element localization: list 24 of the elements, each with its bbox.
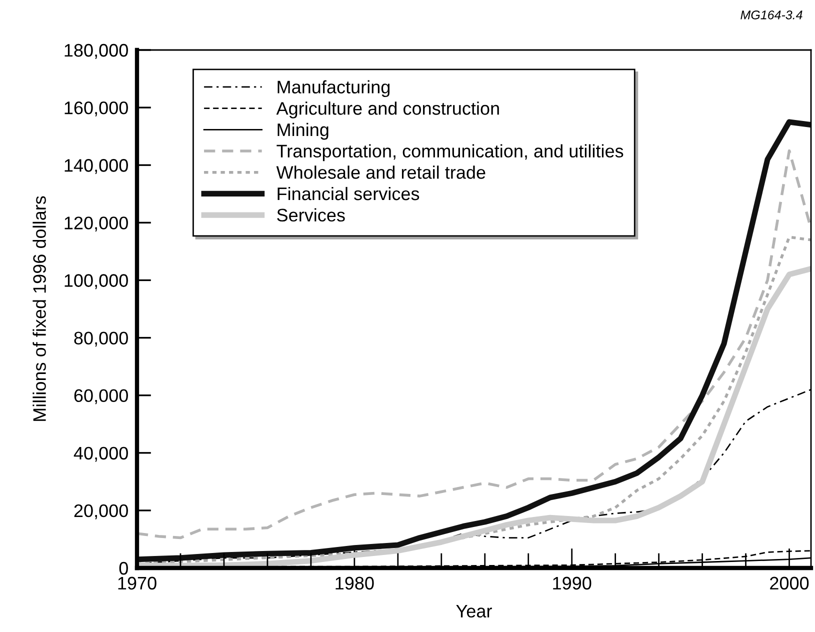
y-tick-label: 120,000 — [64, 216, 128, 232]
x-tick-label: 2000 — [770, 576, 809, 590]
legend-label: Agriculture and construction — [276, 102, 499, 118]
legend-label: Services — [277, 208, 345, 222]
legend-label: Financial services — [278, 186, 420, 200]
x-tick-label: 1990 — [553, 576, 592, 590]
legend-label: Manufacturing — [278, 80, 390, 98]
x-axis-title: Year — [456, 604, 492, 618]
text: MG164-3.4 — [740, 10, 802, 20]
y-tick-label: 100,000 — [64, 274, 128, 290]
y-tick-label: 160,000 — [64, 101, 128, 116]
legend-label: Wholesale and retail trade — [276, 166, 486, 179]
y-tick-label: 140,000 — [64, 159, 128, 174]
legend-label: Mining — [278, 122, 328, 140]
y-tick-label: 60,000 — [74, 389, 128, 404]
y-tick-label: 180,000 — [64, 44, 128, 59]
y-axis-title: Millions of fixed 1996 dollars — [32, 196, 46, 421]
y-tick-label: 20,000 — [74, 504, 128, 520]
x-tick-label: 1980 — [336, 576, 374, 590]
legend-label: Transportation, communication, and utilities — [276, 144, 624, 162]
x-tick-label: 1970 — [118, 576, 156, 590]
y-tick-label: 80,000 — [74, 332, 128, 347]
y-tick-label: 0 — [119, 562, 128, 575]
y-tick-label: 40,000 — [74, 446, 128, 462]
